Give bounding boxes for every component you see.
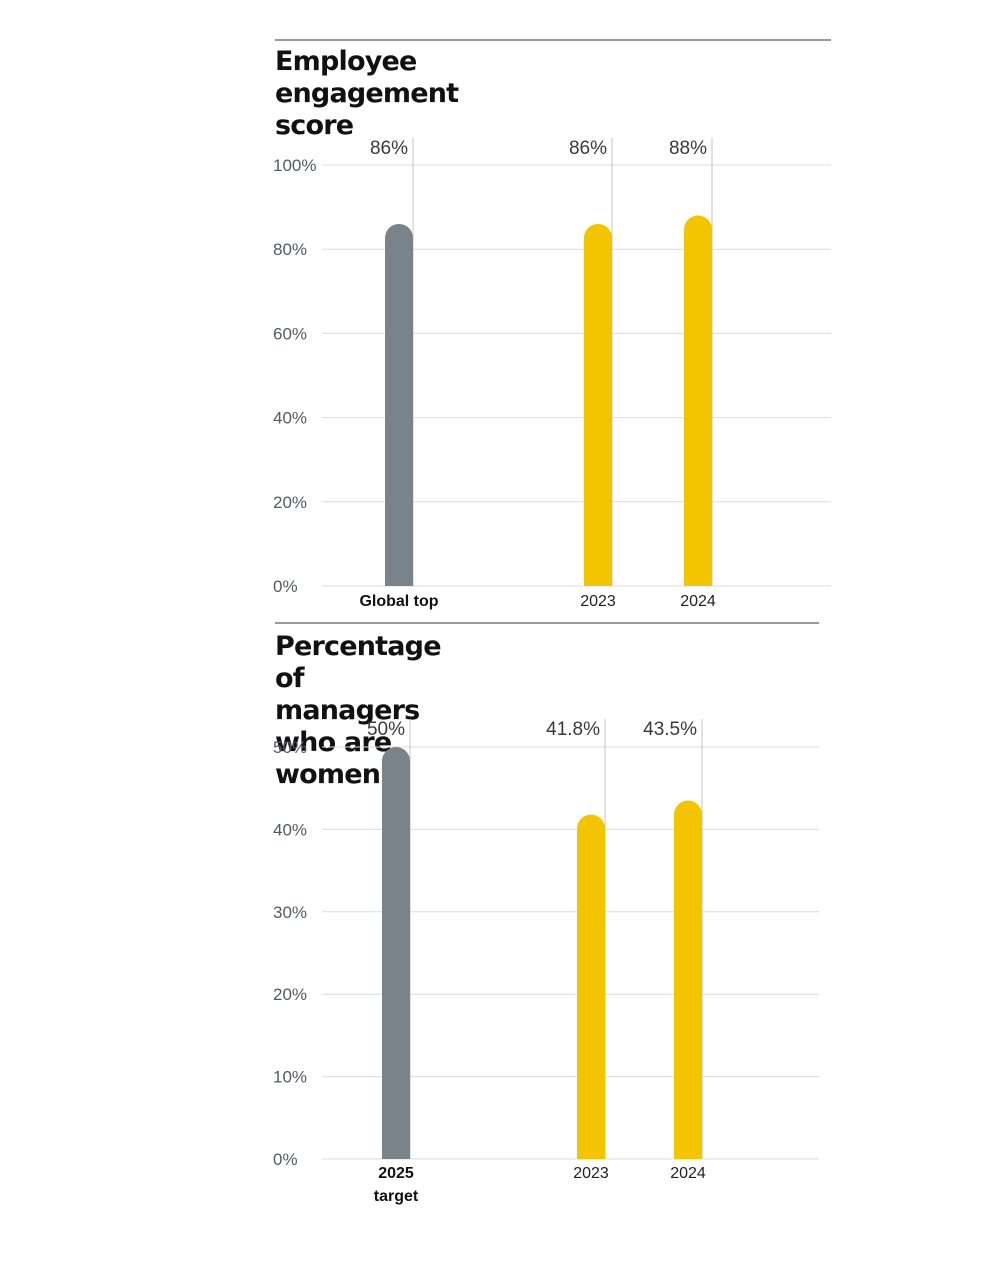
chart-engagement-title: Employee engagement score (275, 46, 459, 141)
chart-engagement-top-rule (275, 39, 831, 41)
chart-engagement-plot: 0% 20% 40% 60% 80% 100% 86% Global top 86% 2023 88… (273, 138, 831, 610)
engagement-category-label-1: 2023 (580, 593, 616, 610)
women-managers-y-tick-label: 0% (273, 1150, 298, 1169)
women-managers-value-label-2: 43.5% (643, 719, 697, 740)
engagement-y-tick-label: 100% (273, 156, 316, 175)
engagement-y-tick-label: 80% (273, 240, 307, 259)
women-managers-category-label-0: 2025 target (374, 1165, 419, 1205)
women-managers-bar-0 (382, 747, 410, 1159)
women-managers-y-tick-label: 30% (273, 903, 307, 922)
women-managers-value-label-0: 50% (367, 719, 405, 740)
women-managers-value-label-1: 41.8% (546, 719, 600, 740)
engagement-y-tick-label: 40% (273, 409, 307, 428)
engagement-bar-2 (684, 215, 712, 586)
chart-women-managers-title: Percentage of managers who are women (275, 631, 442, 790)
engagement-bar-1 (584, 223, 612, 586)
women-managers-category-label-1: 2023 (573, 1165, 609, 1182)
engagement-category-label-0: Global top (359, 593, 438, 610)
women-managers-y-tick-label: 20% (273, 985, 307, 1004)
women-managers-bar-2 (674, 800, 702, 1159)
women-managers-y-tick-label: 40% (273, 820, 307, 839)
women-managers-y-tick-label: 50% (273, 738, 307, 757)
women-managers-bar-1 (577, 814, 605, 1159)
women-managers-category-label-2: 2024 (670, 1165, 706, 1182)
engagement-y-tick-label: 60% (273, 324, 307, 343)
engagement-category-label-2: 2024 (680, 593, 716, 610)
engagement-value-label-2: 88% (669, 138, 707, 159)
engagement-y-tick-label: 20% (273, 493, 307, 512)
women-managers-y-tick-label: 10% (273, 1068, 307, 1087)
chart-women-managers-top-rule (275, 622, 819, 624)
engagement-y-tick-label: 0% (273, 577, 298, 596)
engagement-value-label-0: 86% (370, 138, 408, 159)
engagement-value-label-1: 86% (569, 138, 607, 159)
engagement-bar-0 (385, 223, 413, 586)
